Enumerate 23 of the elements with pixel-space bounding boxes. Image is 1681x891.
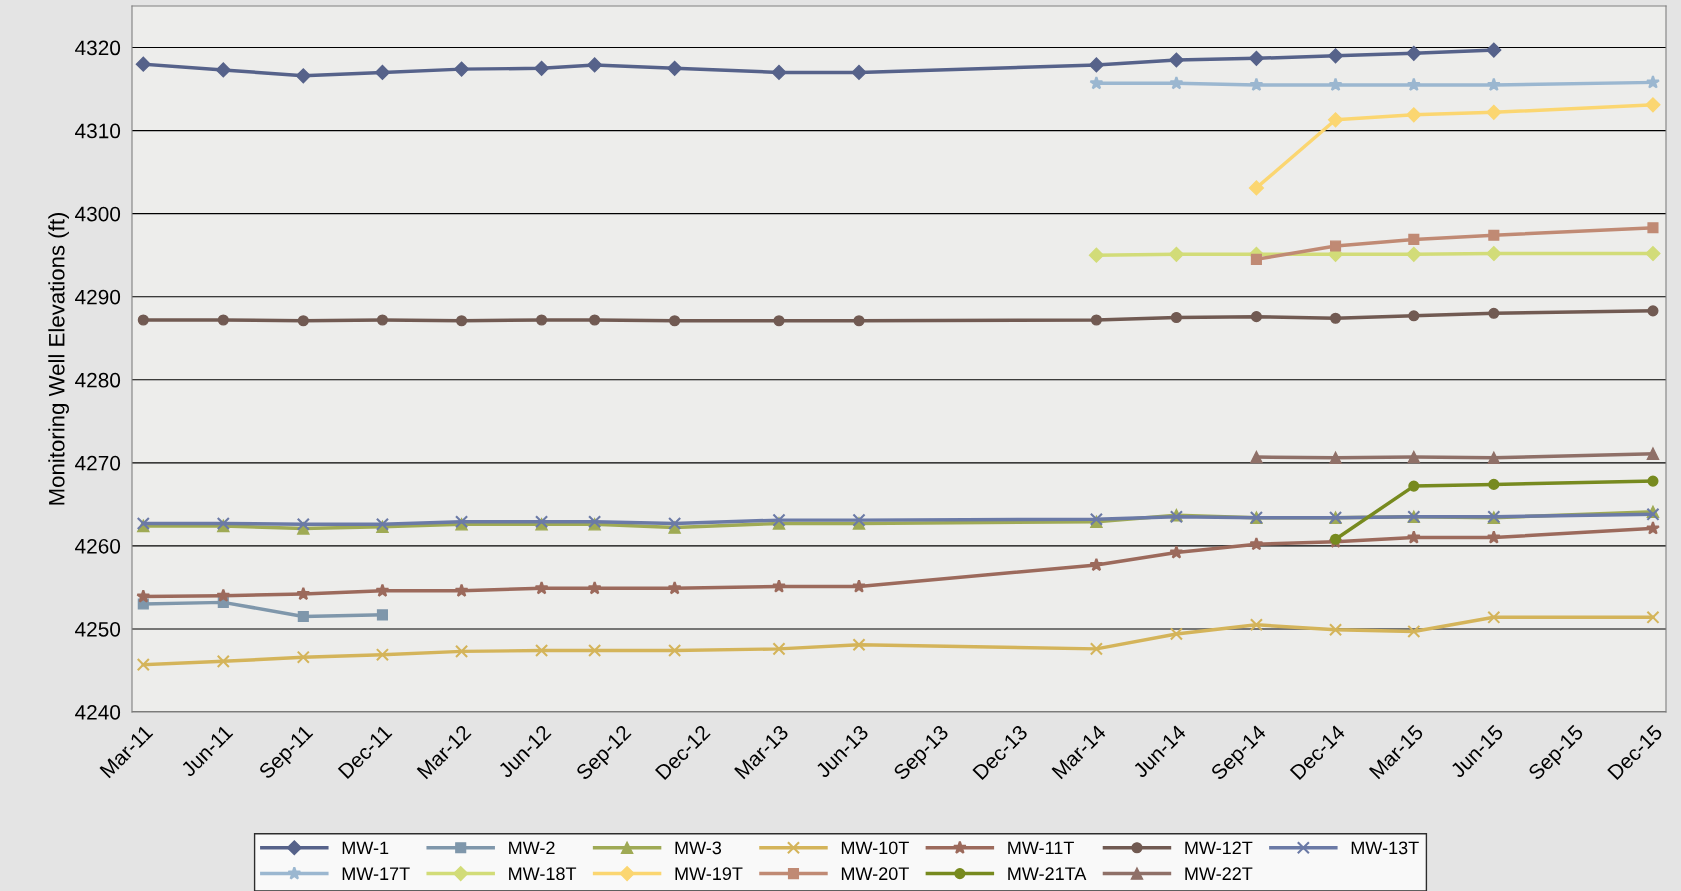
y-tick-label: 4240 [75,705,121,720]
legend-label: MW-11T [1008,841,1074,855]
legend-label: MW-1 [342,841,389,855]
legend-label: MW-10T [841,841,909,855]
legend-label: MW-17T [342,867,410,880]
legend-label: MW-21TA [1008,867,1087,880]
legend-label: MW-22T [1185,867,1253,880]
y-tick-label: 4310 [75,123,121,139]
legend-label: MW-3 [675,841,722,855]
legend-label: MW-12T [1185,841,1253,855]
y-tick-label: 4260 [75,538,121,554]
legend-label: MW-2 [509,841,555,855]
y-tick-label: 4270 [75,455,121,471]
legend-label: MW-13T [1351,841,1419,855]
y-tick-label: 4300 [75,206,121,222]
legend-label: MW-20T [841,867,909,881]
y-tick-label: 4320 [75,40,121,56]
y-axis-title: Monitoring Well Elevations (ft) [48,212,69,505]
legend-label: MW-19T [675,867,743,881]
y-tick-label: 4280 [75,372,121,388]
y-tick-label: 4250 [75,621,121,637]
y-tick-label: 4290 [75,289,121,305]
legend-label: MW-18T [509,867,577,881]
